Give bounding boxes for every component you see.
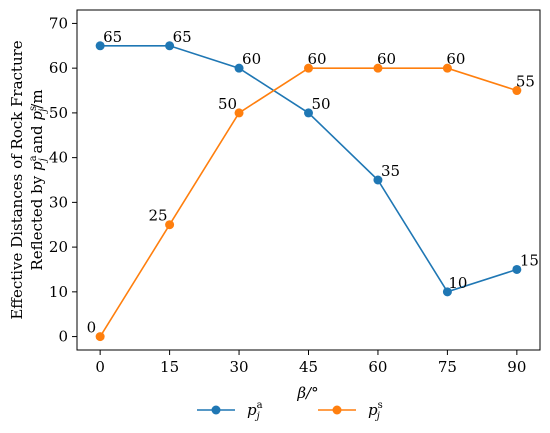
data-point-s [512,86,522,96]
data-label: 35 [381,162,400,180]
data-point-a [95,41,105,51]
series-line-a [100,44,518,293]
legend-item-a: pa j [197,400,263,422]
data-label: 60 [308,50,327,68]
y-tick-label: 20 [49,238,68,256]
y-tick-label: 10 [49,283,68,301]
legend-label: pa j [247,400,263,422]
legend-marker [332,405,342,415]
data-labels: 65 65 60 50 35 10 15 0 25 50 60 60 60 55 [87,28,539,337]
data-point-s [95,332,105,342]
y-axis-label-line1: Effective Distances of Rock Fracture [8,40,26,319]
data-label: 10 [448,274,467,292]
data-point-s [165,220,175,230]
data-point-s [442,63,452,73]
y-tick-label: 60 [49,59,68,77]
x-tick-label: 60 [368,358,387,376]
y-axis: 0 10 20 30 40 50 60 70 [49,14,77,346]
x-tick-label: 45 [299,358,318,376]
y-tick-label: 40 [49,149,68,167]
data-point-a [512,264,522,274]
legend-item-s: ps j [318,400,383,422]
legend: pa j ps j [197,400,383,422]
series-layer [95,41,522,342]
y-axis-label-line2: Reflected by paj and psj/m [28,89,49,270]
data-label: 55 [516,73,535,91]
data-point-a [442,287,452,297]
legend-marker [211,405,221,415]
data-label: 15 [520,251,539,269]
data-label: 65 [173,28,192,46]
y-tick-label: 50 [49,104,68,122]
data-label: 50 [218,95,237,113]
x-axis-label: β/° [296,384,318,402]
x-tick-label: 75 [438,358,457,376]
data-label: 60 [242,50,261,68]
x-tick-label: 90 [507,358,526,376]
y-tick-label: 30 [49,193,68,211]
data-point-s [234,108,244,118]
y-axis-label: Effective Distances of Rock Fracture Ref… [8,40,49,319]
x-axis: 0 15 30 45 60 75 90 [95,350,526,376]
data-point-a [373,175,383,185]
data-point-a [165,41,175,51]
data-label: 0 [87,319,97,337]
data-label: 65 [103,28,122,46]
x-tick-label: 15 [160,358,179,376]
data-point-a [234,63,244,73]
x-tick-label: 30 [230,358,249,376]
x-tick-label: 0 [95,358,105,376]
legend-label: ps j [368,400,383,422]
y-tick-label: 0 [58,328,68,346]
data-label: 25 [149,207,168,225]
data-label: 60 [446,50,465,68]
y-tick-label: 70 [49,14,68,32]
data-point-a [304,108,313,118]
data-label: 50 [312,95,331,113]
data-label: 60 [377,50,396,68]
data-point-s [373,63,383,73]
data-point-s [304,63,313,73]
